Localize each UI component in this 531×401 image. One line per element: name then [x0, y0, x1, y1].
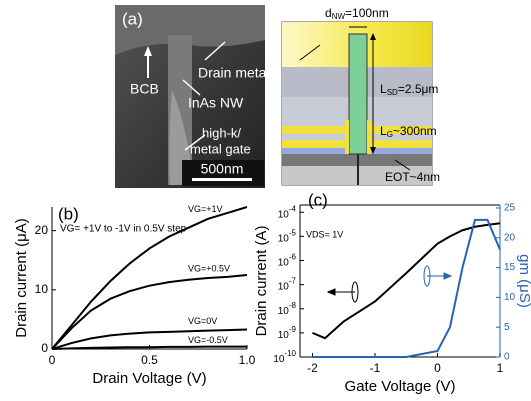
series-line — [313, 220, 501, 357]
value: =100nm — [345, 6, 389, 20]
y-tick-label: 20 — [35, 223, 49, 237]
series-line — [313, 223, 501, 338]
y2-tick-label: 0 — [504, 352, 510, 363]
sem-label: BCB — [130, 81, 159, 97]
series-label: VG=+0.5V — [188, 263, 230, 273]
x-tick-label: 0 — [434, 361, 441, 375]
y2-tick-label: 20 — [504, 232, 516, 243]
x-axis-label: Gate Voltage (V) — [345, 378, 456, 395]
x-tick-label: 0.5 — [141, 353, 158, 367]
y-axis-label: Drain current (μA) — [13, 218, 30, 338]
subscript: NW — [332, 12, 346, 21]
sem-label: Drain metal — [198, 65, 270, 81]
y-tick-label: 10-7 — [278, 277, 297, 293]
y-tick-label: 10-6 — [278, 253, 297, 269]
y2-tick-label: 10 — [504, 292, 516, 303]
x-tick-label: 0 — [49, 353, 56, 367]
x-tick-label: -2 — [307, 361, 318, 375]
sem-label: high-k/ — [202, 125, 241, 140]
panel-label: (b) — [58, 204, 79, 223]
y2-axis-label: gm (μS) — [516, 254, 531, 308]
y2-tick-label: 15 — [504, 262, 516, 273]
y-tick-label: 10-9 — [278, 325, 297, 341]
y2-tick-label: 5 — [504, 322, 510, 333]
symbol: d — [325, 6, 332, 20]
y-tick-label: 0 — [41, 341, 48, 355]
figure: (a) BCB Drain metal InAs NW high-k/ meta… — [0, 0, 531, 396]
annotation: VDS= 1V — [306, 229, 343, 239]
series-label: VG=0V — [188, 316, 217, 326]
subscript: SD — [387, 88, 398, 97]
y-tick-label: 10-4 — [278, 204, 297, 220]
y-tick-label: 10-8 — [278, 301, 297, 317]
panel-label: (c) — [308, 190, 328, 209]
x-tick-label: -1 — [370, 361, 381, 375]
y-tick-label: 10 — [35, 282, 49, 296]
series-label: VG=-0.5V — [188, 335, 228, 345]
annotation: VG= +1V to -1V in 0.5V step — [60, 224, 187, 235]
x-tick-label: 1 — [497, 361, 504, 375]
schematic-label: dNW=100nm — [325, 6, 389, 21]
x-axis-label: Drain Voltage (V) — [92, 370, 206, 387]
sem-label: metal gate — [190, 141, 251, 156]
sem-label: InAs NW — [188, 95, 244, 111]
schematic-label: EOT~4nm — [385, 170, 440, 184]
scale-bar-label: 500nm — [201, 161, 244, 177]
y-tick-label: 10-5 — [278, 228, 297, 244]
value: =2.5μm — [398, 82, 439, 96]
y-tick-label: 10-10 — [273, 349, 296, 365]
y2-tick-label: 25 — [504, 203, 516, 214]
value: ~300nm — [393, 124, 437, 138]
x-tick-label: 1.0 — [239, 353, 256, 367]
series-label: VG=+1V — [188, 204, 223, 214]
axis-arrows — [328, 266, 451, 302]
panel-label: (a) — [122, 9, 143, 28]
y-axis-label: Drain current (A) — [253, 226, 270, 337]
device-schematic — [282, 22, 432, 185]
